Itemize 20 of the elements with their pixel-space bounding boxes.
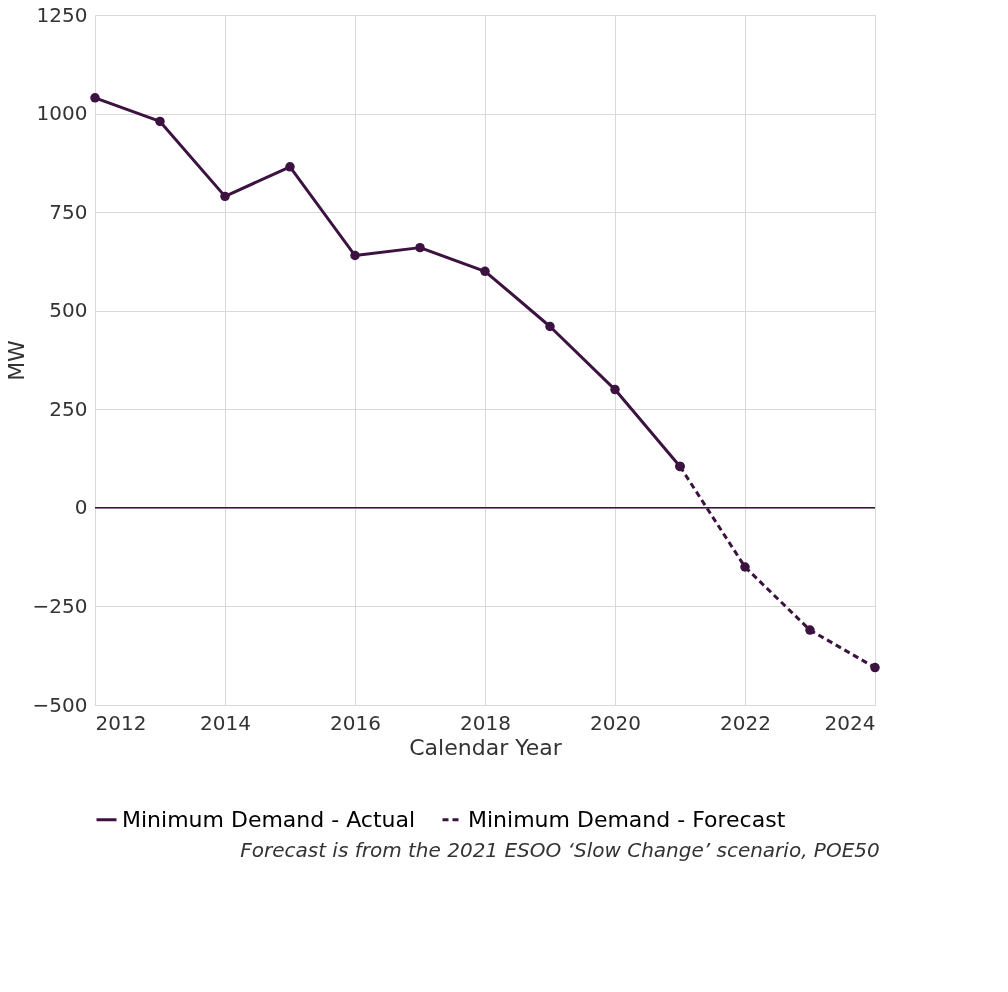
x-axis-title: Calendar Year: [409, 734, 563, 760]
y-tick-label: 250: [49, 396, 88, 421]
y-tick-label: 500: [49, 298, 88, 323]
y-tick-label: −500: [32, 692, 88, 717]
y-tick-label: 1000: [36, 101, 88, 126]
y-tick-label: 1250: [36, 2, 88, 27]
x-tick-label: 2022: [720, 710, 771, 735]
x-tick-label: 2014: [200, 710, 251, 735]
legend-label: Minimum Demand - Actual: [122, 806, 416, 832]
y-tick-label: −250: [32, 593, 88, 618]
y-tick-label: 0: [74, 495, 88, 520]
text: Forecast is from the 2021 ESOO ‘Slow Change’ scenario, POE50: [240, 838, 880, 862]
x-tick-label: 2024: [824, 710, 876, 735]
x-tick-label: 2012: [95, 710, 147, 735]
y-tick-label: 750: [49, 199, 88, 224]
x-tick-label: 2020: [590, 710, 641, 735]
x-tick-label: 2018: [460, 710, 511, 735]
y-axis-title: MW: [3, 339, 29, 381]
legend-label: Minimum Demand - Forecast: [468, 806, 786, 832]
x-tick-label: 2016: [330, 710, 381, 735]
